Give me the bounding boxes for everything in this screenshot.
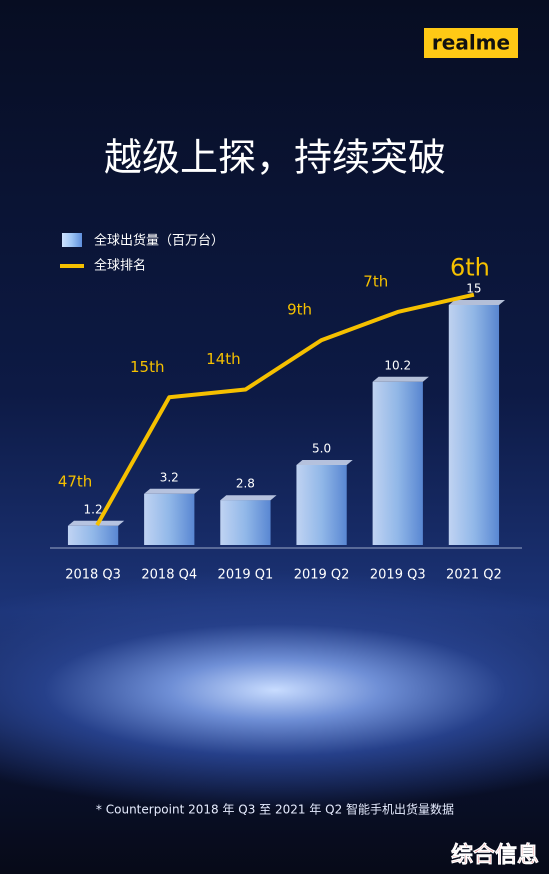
legend-label: 全球出货量（百万台）: [94, 233, 224, 249]
bar: [67, 525, 119, 545]
brand-badge: [424, 28, 518, 58]
bar-top-face: [372, 376, 429, 382]
x-tick-label: 2018 Q4: [141, 568, 197, 583]
bar: [220, 500, 271, 545]
bar: [144, 493, 195, 545]
x-tick-label: 2019 Q2: [294, 568, 350, 583]
bar: [372, 381, 423, 545]
bar-top-face: [220, 495, 277, 501]
rank-label: 14th: [206, 350, 240, 368]
footnote: * Counterpoint 2018 年 Q3 至 2021 年 Q2 智能手…: [96, 802, 454, 817]
legend-label: 全球排名: [94, 258, 146, 274]
bar-value-label: 3.2: [160, 470, 179, 484]
bar: [296, 465, 347, 545]
rank-label: 15th: [130, 358, 164, 376]
bar-top-face: [448, 300, 506, 305]
bar-value-label: 2.8: [236, 477, 255, 491]
x-tick-label: 2018 Q3: [65, 568, 121, 583]
bar-value-label: 15: [466, 282, 481, 296]
bar: [448, 305, 500, 545]
bar-top-face: [144, 488, 201, 494]
bar-value-label: 1.2: [84, 502, 103, 516]
legend-swatch: [62, 233, 82, 247]
bar-value-label: 10.2: [384, 358, 411, 372]
chart-title: 越级上探，持续突破: [104, 136, 446, 180]
rank-label: 6th: [450, 254, 490, 282]
rank-label: 7th: [363, 272, 388, 290]
x-tick-label: 2019 Q3: [370, 568, 426, 583]
rank-line: [95, 292, 475, 527]
watermark: 综合信息: [451, 842, 539, 868]
bar-value-label: 5.0: [312, 442, 331, 456]
bar-top-face: [296, 460, 353, 465]
rank-label: 9th: [287, 301, 312, 319]
brand: realme: [432, 31, 510, 55]
x-tick-label: 2019 Q1: [218, 568, 274, 583]
rank-label: 47th: [58, 472, 92, 490]
x-tick-label: 2021 Q2: [446, 568, 502, 583]
